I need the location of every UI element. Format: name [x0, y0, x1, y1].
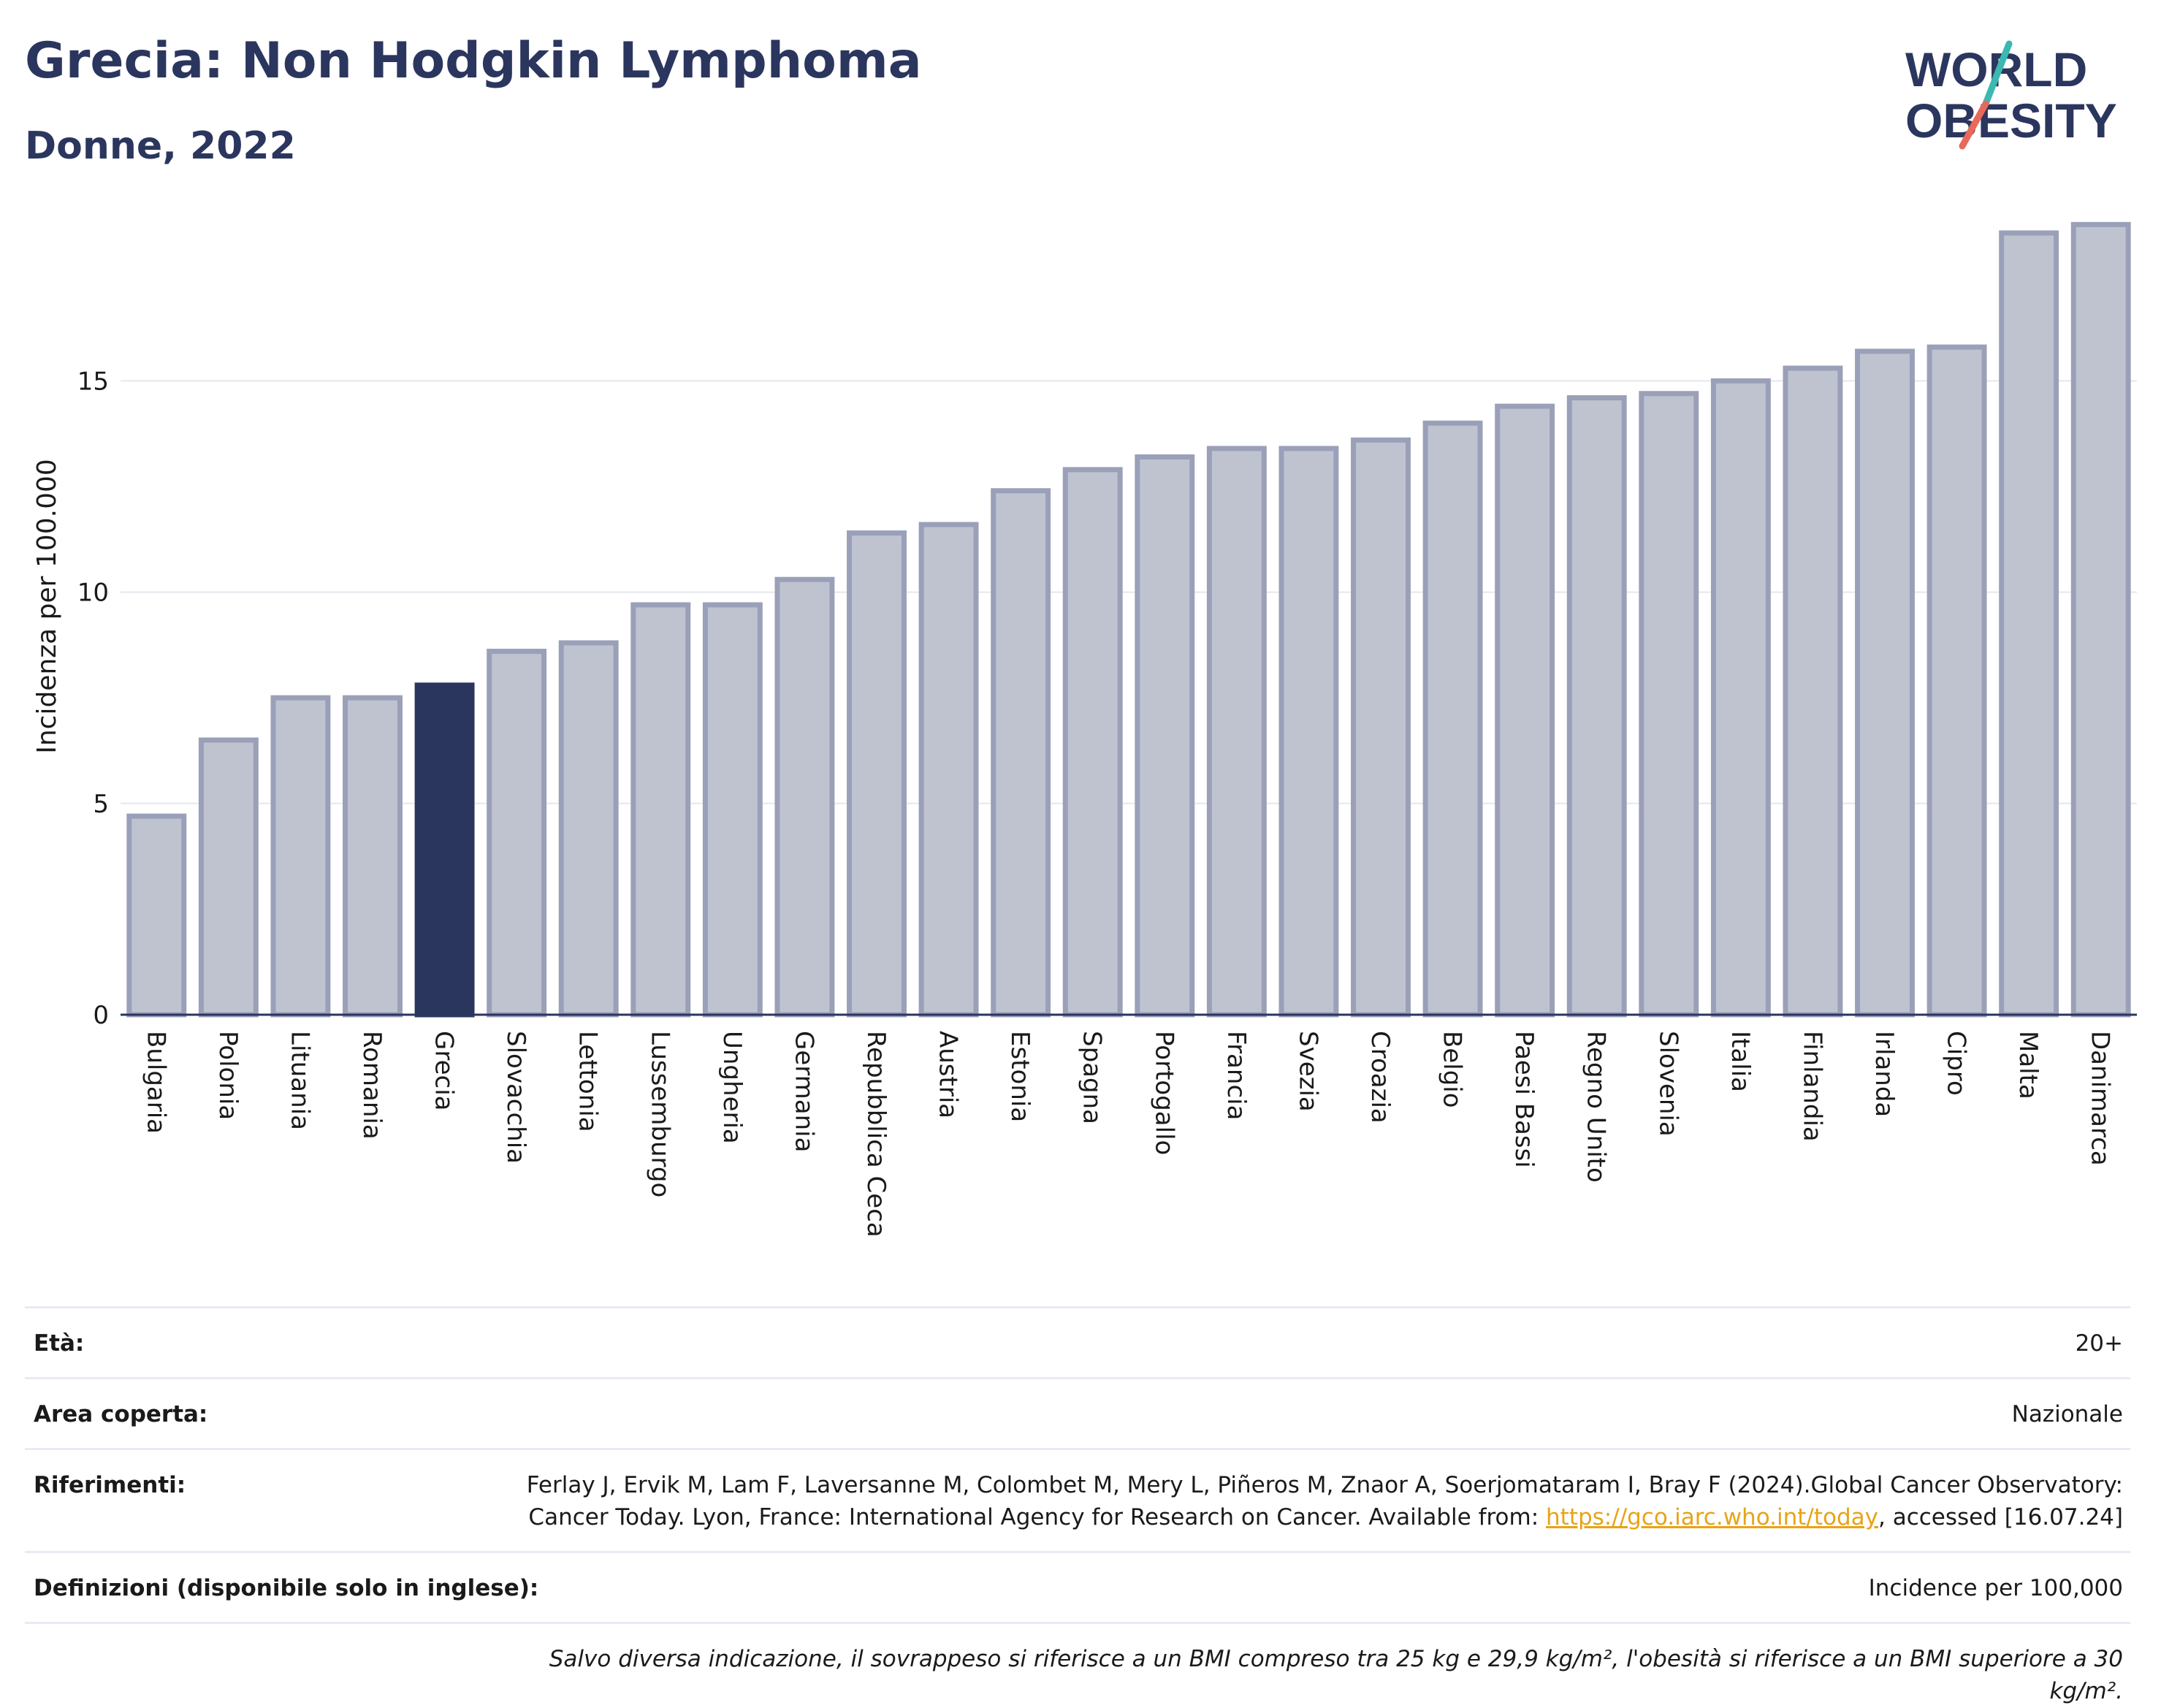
- bars: [126, 221, 2131, 1018]
- bar-malta: [1999, 230, 2059, 1018]
- x-tick-label: Romania: [357, 1031, 386, 1140]
- world-obesity-logo: WORLD OBESITY: [1905, 40, 2117, 150]
- bar-slovacchia: [487, 649, 547, 1018]
- bar-grecia: [414, 682, 475, 1018]
- area-value: Nazionale: [2011, 1401, 2123, 1427]
- bar-portogallo: [1135, 454, 1195, 1018]
- x-tick-label: Slovacchia: [501, 1031, 530, 1164]
- x-tick-label: Ungheria: [717, 1031, 747, 1144]
- bar-paesi-bassi: [1495, 403, 1555, 1018]
- x-tick-label: Polonia: [213, 1031, 243, 1120]
- bar-svezia: [1278, 446, 1339, 1018]
- logo-text-obesity: OBESITY: [1905, 94, 2117, 148]
- y-tick-label: 15: [77, 367, 109, 396]
- x-tick-label: Regno Unito: [1582, 1031, 1611, 1183]
- bar-austria: [918, 522, 979, 1018]
- definitions-value: Incidence per 100,000: [1868, 1575, 2123, 1601]
- definitions-label: Definizioni (disponibile solo in inglese…: [34, 1575, 539, 1601]
- x-tick-label: Croazia: [1365, 1031, 1395, 1124]
- x-tick-label: Cipro: [1942, 1031, 1971, 1096]
- x-tick-label: Lussemburgo: [645, 1031, 674, 1197]
- x-tick-label: Danimarca: [2086, 1031, 2115, 1166]
- x-tick-label: Lituania: [285, 1031, 314, 1130]
- bar-germania: [774, 576, 835, 1018]
- bar-danimarca: [2070, 221, 2131, 1018]
- x-tick-label: Spagna: [1078, 1031, 1107, 1124]
- bar-lettonia: [558, 640, 619, 1018]
- references-text: Ferlay J, Ervik M, Lam F, Laversanne M, …: [526, 1472, 2123, 1530]
- bar-estonia: [991, 488, 1051, 1018]
- bar-francia: [1206, 446, 1267, 1018]
- bar-polonia: [198, 737, 259, 1018]
- info-row-age: Età: 20+: [25, 1306, 2130, 1377]
- x-tick-label: Malta: [2013, 1031, 2043, 1099]
- area-label: Area coperta:: [34, 1401, 208, 1427]
- bar-romania: [343, 695, 403, 1018]
- references-label: Riferimenti:: [34, 1472, 186, 1498]
- x-tick-label: Germania: [789, 1031, 818, 1152]
- x-tick-label: Portogallo: [1149, 1031, 1178, 1155]
- info-row-area: Area coperta: Nazionale: [25, 1377, 2130, 1448]
- bar-lussemburgo: [630, 602, 691, 1018]
- x-tick-label: Austria: [934, 1031, 963, 1118]
- bar-regno-unito: [1566, 395, 1627, 1018]
- info-row-references: Riferimenti: Ferlay J, Ervik M, Lam F, L…: [25, 1448, 2130, 1551]
- y-tick-label: 0: [93, 1001, 109, 1030]
- x-tick-label: Bulgaria: [141, 1031, 170, 1134]
- y-tick-label: 5: [93, 790, 109, 819]
- x-tick-label: Svezia: [1293, 1031, 1322, 1112]
- x-tick-label: Slovenia: [1653, 1031, 1682, 1137]
- age-value: 20+: [2075, 1330, 2123, 1357]
- bar-chart: 0 5 10 15 Bulgaria Polonia Lituania Romania Grec…: [32, 221, 2137, 1238]
- logo-slash-bottom: [1959, 100, 1989, 150]
- y-tick-label: 10: [77, 579, 109, 608]
- x-tick-label: Grecia: [430, 1031, 459, 1110]
- bar-ungheria: [702, 602, 763, 1018]
- bar-croazia: [1351, 437, 1411, 1018]
- x-tick-label: Estonia: [1005, 1031, 1034, 1122]
- x-tick-label: Irlanda: [1870, 1031, 1899, 1117]
- info-row-definitions: Definizioni (disponibile solo in inglese…: [25, 1551, 2130, 1622]
- bar-irlanda: [1855, 348, 1915, 1018]
- bar-belgio: [1422, 420, 1483, 1018]
- axes: 0 5 10 15 Bulgaria Polonia Lituania Romania Grec…: [77, 367, 2137, 1238]
- bmi-note: Salvo diversa indicazione, il sovrappeso…: [549, 1646, 2123, 1704]
- references-value: Ferlay J, Ervik M, Lam F, Laversanne M, …: [472, 1469, 2123, 1533]
- info-row-note: Salvo diversa indicazione, il sovrappeso…: [25, 1622, 2130, 1708]
- x-tick-label: Lettonia: [573, 1031, 603, 1132]
- x-tick-label: Francia: [1221, 1031, 1251, 1120]
- bar-bulgaria: [126, 813, 187, 1018]
- references-accessed: , accessed [16.07.24]: [1878, 1504, 2123, 1530]
- info-table: Età: 20+ Area coperta: Nazionale Riferim…: [25, 1306, 2130, 1708]
- bar-finlandia: [1783, 365, 1843, 1018]
- chart-title: Grecia: Non Hodgkin Lymphoma: [25, 32, 922, 90]
- logo-slash-top: [1982, 40, 2013, 107]
- bar-lituania: [270, 695, 331, 1018]
- x-tick-label: Finlandia: [1797, 1031, 1826, 1142]
- chart-subtitle: Donne, 2022: [25, 124, 296, 168]
- x-tick-label: Paesi Bassi: [1509, 1031, 1539, 1168]
- age-label: Età:: [34, 1330, 85, 1357]
- references-link[interactable]: https://gco.iarc.who.int/today: [1546, 1504, 1878, 1530]
- bar-cipro: [1926, 344, 1987, 1018]
- bar-repubblica-ceca: [847, 530, 907, 1018]
- bar-spagna: [1062, 467, 1123, 1018]
- y-axis-label: Incidenza per 100.000: [32, 459, 62, 754]
- bar-italia: [1710, 378, 1771, 1018]
- bar-slovenia: [1639, 391, 1699, 1018]
- x-tick-label: Italia: [1726, 1031, 1755, 1092]
- x-tick-label: Belgio: [1438, 1031, 1467, 1108]
- x-tick-label: Repubblica Ceca: [861, 1031, 891, 1238]
